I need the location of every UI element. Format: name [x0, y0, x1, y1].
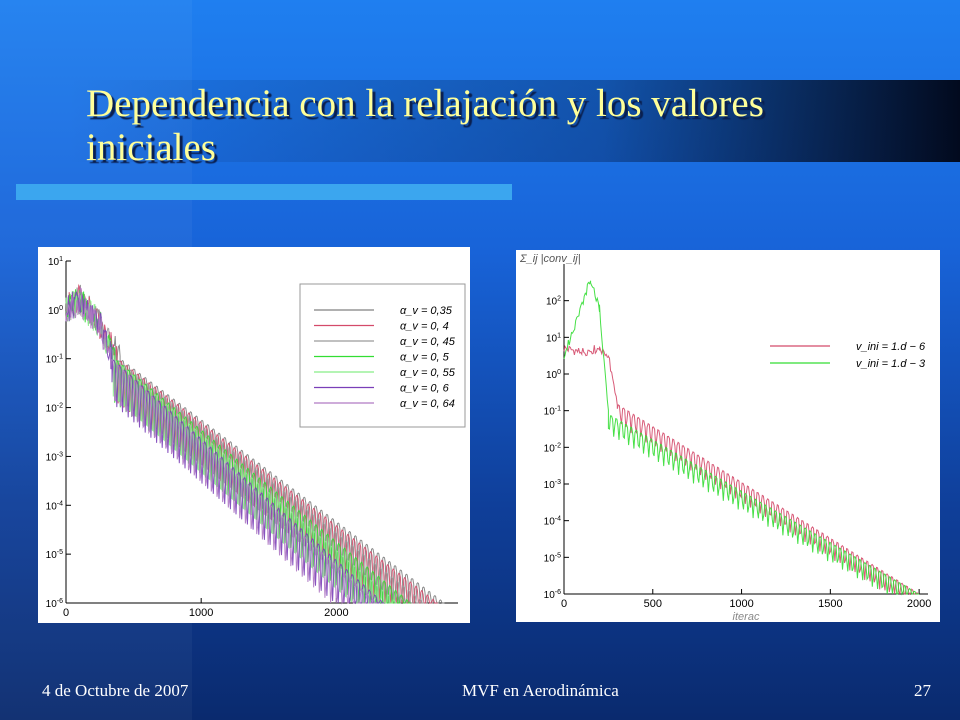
chart-initial-values: 0 500 1000 1500 2000 102 101 100 10-1 10-2 10-3 10-… — [516, 250, 940, 622]
legend-label: v_ini = 1.d − 3 — [856, 358, 926, 370]
series-line — [65, 286, 377, 605]
footer-date: 4 de Octubre de 2007 — [42, 681, 189, 700]
footer-page-number: 27 — [914, 681, 931, 700]
chart-relaxation-svg: 0 1000 200010110010-110-210-310-410-510-6α… — [38, 247, 470, 623]
x-tick-label: 2000 — [907, 598, 931, 610]
legend-label: α_v = 0, 55 — [400, 367, 456, 379]
legend-label: α_v = 0, 64 — [400, 398, 455, 410]
legend-label: v_ini = 1.d − 6 — [856, 341, 926, 353]
series-line — [563, 280, 920, 596]
title-band — [68, 80, 960, 162]
legend-label: α_v = 0, 45 — [400, 336, 456, 348]
legend-label: α_v = 0,35 — [400, 305, 453, 317]
x-tick-label: 1000 — [189, 607, 213, 619]
series-line — [65, 291, 384, 605]
slide-title: Dependencia con la relajación y los valo… — [86, 82, 764, 169]
x-tick-label: 500 — [644, 598, 662, 610]
accent-bar — [16, 184, 512, 200]
legend-label: α_v = 0, 4 — [400, 321, 449, 333]
chart-initial-values-svg: 0 500 1000 1500 200010210110010-110-210-310-… — [516, 250, 940, 622]
series-line — [65, 289, 425, 604]
y-axis-label: Σ_ij |conv_ij| — [519, 253, 581, 265]
legend-label: α_v = 0, 5 — [400, 352, 450, 364]
x-tick-label: 0 — [561, 598, 567, 610]
x-tick-label: 1500 — [818, 598, 842, 610]
chart-relaxation: 0 1000 2000 101 100 10-1 10-2 10-3 10-4 10-5 10-6 α… — [38, 247, 470, 623]
x-tick-label: 1000 — [729, 598, 753, 610]
x-axis-label: iterac — [733, 611, 760, 622]
series-line — [563, 345, 920, 595]
plot-background — [516, 250, 940, 622]
footer-course: MVF en Aerodinámica — [462, 681, 619, 700]
x-tick-label: 0 — [63, 607, 69, 619]
x-tick-label: 2000 — [324, 607, 348, 619]
legend-label: α_v = 0, 6 — [400, 383, 450, 395]
